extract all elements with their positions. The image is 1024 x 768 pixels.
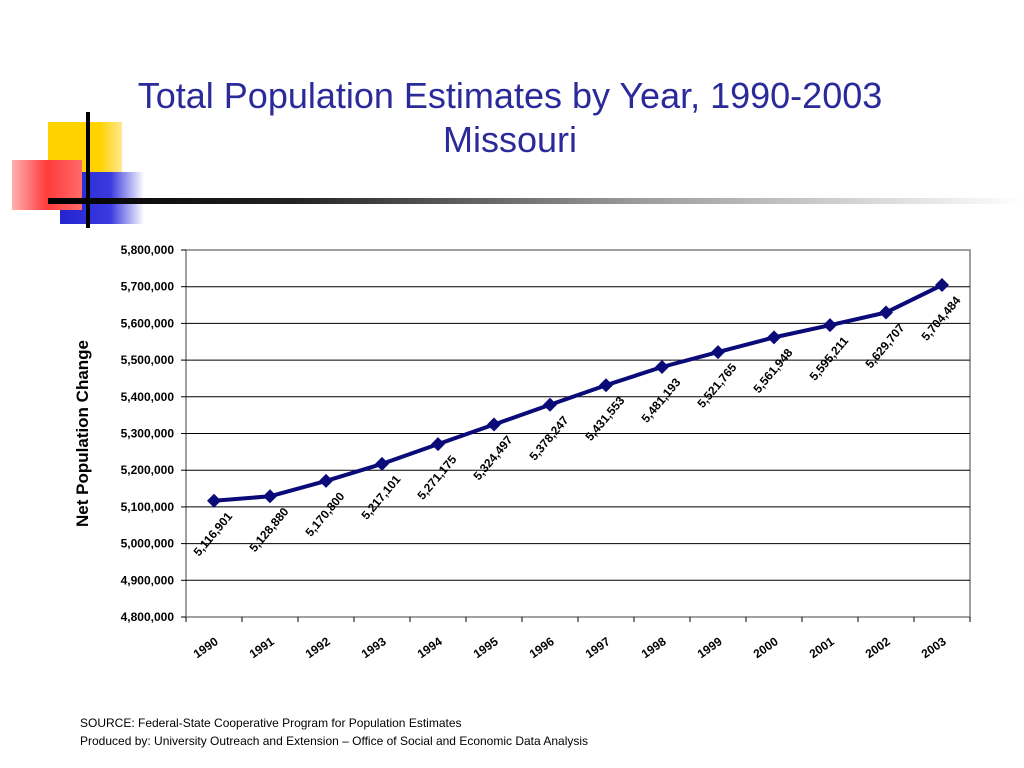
x-tick-label: 2003 [919,634,949,661]
y-tick-label: 4,800,000 [121,610,175,624]
y-tick-label: 5,800,000 [121,243,175,257]
horizontal-rule [48,198,1024,204]
data-point-marker [935,278,949,293]
x-tick-label: 2001 [807,634,837,661]
data-point-marker [879,305,893,320]
y-tick-label: 5,600,000 [121,316,175,330]
x-tick-label: 2000 [751,634,781,661]
title-line-2: Missouri [442,119,577,160]
data-point-marker [375,456,389,471]
data-point-marker [487,417,501,432]
x-tick-label: 1994 [415,634,445,661]
data-point-marker [711,345,725,360]
x-tick-label: 1990 [191,634,221,661]
y-tick-label: 5,700,000 [121,280,175,294]
footer: SOURCE: Federal-State Cooperative Progra… [80,714,588,750]
slide-title: Total Population Estimates by Year, 1990… [90,74,930,162]
data-point-marker [655,360,669,375]
title-line-1: Total Population Estimates by Year, 1990… [137,75,883,116]
y-tick-label: 4,900,000 [121,573,175,587]
x-tick-label: 1998 [639,634,669,661]
y-tick-label: 5,500,000 [121,353,175,367]
decorative-logo-graphic [12,112,1024,228]
x-tick-label: 1997 [583,634,613,661]
x-tick-label: 1995 [471,634,501,661]
y-tick-label: 5,300,000 [121,427,175,441]
footer-source: SOURCE: Federal-State Cooperative Progra… [80,716,462,730]
data-point-marker [599,378,613,393]
series-line [213,283,943,503]
data-point-marker [823,318,837,333]
data-point-marker [263,489,277,504]
x-tick-label: 1996 [527,634,557,661]
x-tick-label: 2002 [863,634,893,661]
y-axis-title: Net Population Change [73,340,92,527]
y-tick-label: 5,200,000 [121,463,175,477]
x-tick-label: 1992 [303,634,333,661]
y-tick-label: 5,100,000 [121,500,175,514]
data-point-marker [767,330,781,345]
vertical-rule [86,112,90,228]
data-point-marker [319,473,333,488]
data-point-marker [207,493,221,508]
footer-produced-by: Produced by: University Outreach and Ext… [80,734,589,748]
x-tick-label: 1999 [695,634,725,661]
x-tick-label: 1991 [247,634,277,661]
y-tick-label: 5,400,000 [121,390,175,404]
data-point-marker [431,437,445,452]
x-tick-label: 1993 [359,634,389,661]
data-point-marker [543,397,557,412]
y-tick-label: 5,000,000 [121,537,175,551]
